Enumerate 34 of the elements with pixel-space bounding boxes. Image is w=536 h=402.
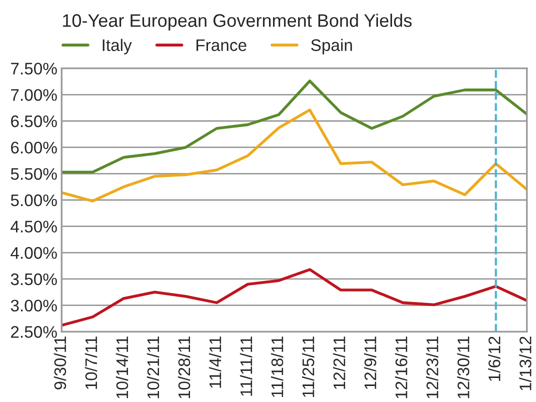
x-tick-label: 12/30/11 (457, 336, 470, 398)
y-tick-label: 4.50% (10, 220, 57, 233)
x-tick-label: 11/18/11 (270, 336, 284, 397)
legend-label: Italy (102, 38, 132, 54)
x-tick-label: 12/9/11 (364, 336, 376, 389)
x-tick-label: 10/7/11 (84, 336, 98, 389)
legend-label: Spain (311, 38, 352, 54)
x-tick-label: 10/28/11 (178, 336, 190, 398)
x-tick-label: 10/14/11 (116, 336, 128, 398)
line-series (62, 268, 527, 327)
y-tick-label: 3.50% (10, 273, 57, 286)
x-tick-label: 12/16/11 (395, 336, 408, 398)
x-tick-label: 10/21/11 (146, 336, 160, 398)
legend-label: France (196, 39, 246, 52)
y-tick-label: 7.00% (11, 89, 57, 101)
x-tick-label: 9/30/11 (54, 336, 66, 390)
y-tick-label: 5.50% (10, 168, 57, 180)
chart-title: 10-Year European Government Bond Yields (63, 14, 412, 31)
x-tick-label: 12/2/11 (333, 336, 346, 389)
line-series (62, 80, 527, 174)
x-tick-label: 11/4/11 (208, 336, 222, 388)
x-tick-label: 1/13/12 (519, 336, 532, 390)
y-tick-label: 6.00% (11, 142, 57, 154)
y-tick-label: 6.50% (11, 115, 57, 128)
x-tick-label: 11/25/11 (302, 336, 314, 397)
y-tick-label: 7.50% (11, 62, 57, 75)
y-tick-label: 3.00% (10, 300, 57, 312)
y-tick-label: 4.00% (10, 247, 57, 259)
x-tick-label: 12/23/11 (426, 336, 438, 398)
y-tick-label: 2.50% (11, 326, 57, 338)
y-tick-label: 5.00% (10, 194, 57, 206)
line-series (62, 108, 527, 202)
x-tick-label: 1/6/12 (488, 336, 500, 381)
x-tick-label: 11/11/11 (240, 336, 252, 396)
